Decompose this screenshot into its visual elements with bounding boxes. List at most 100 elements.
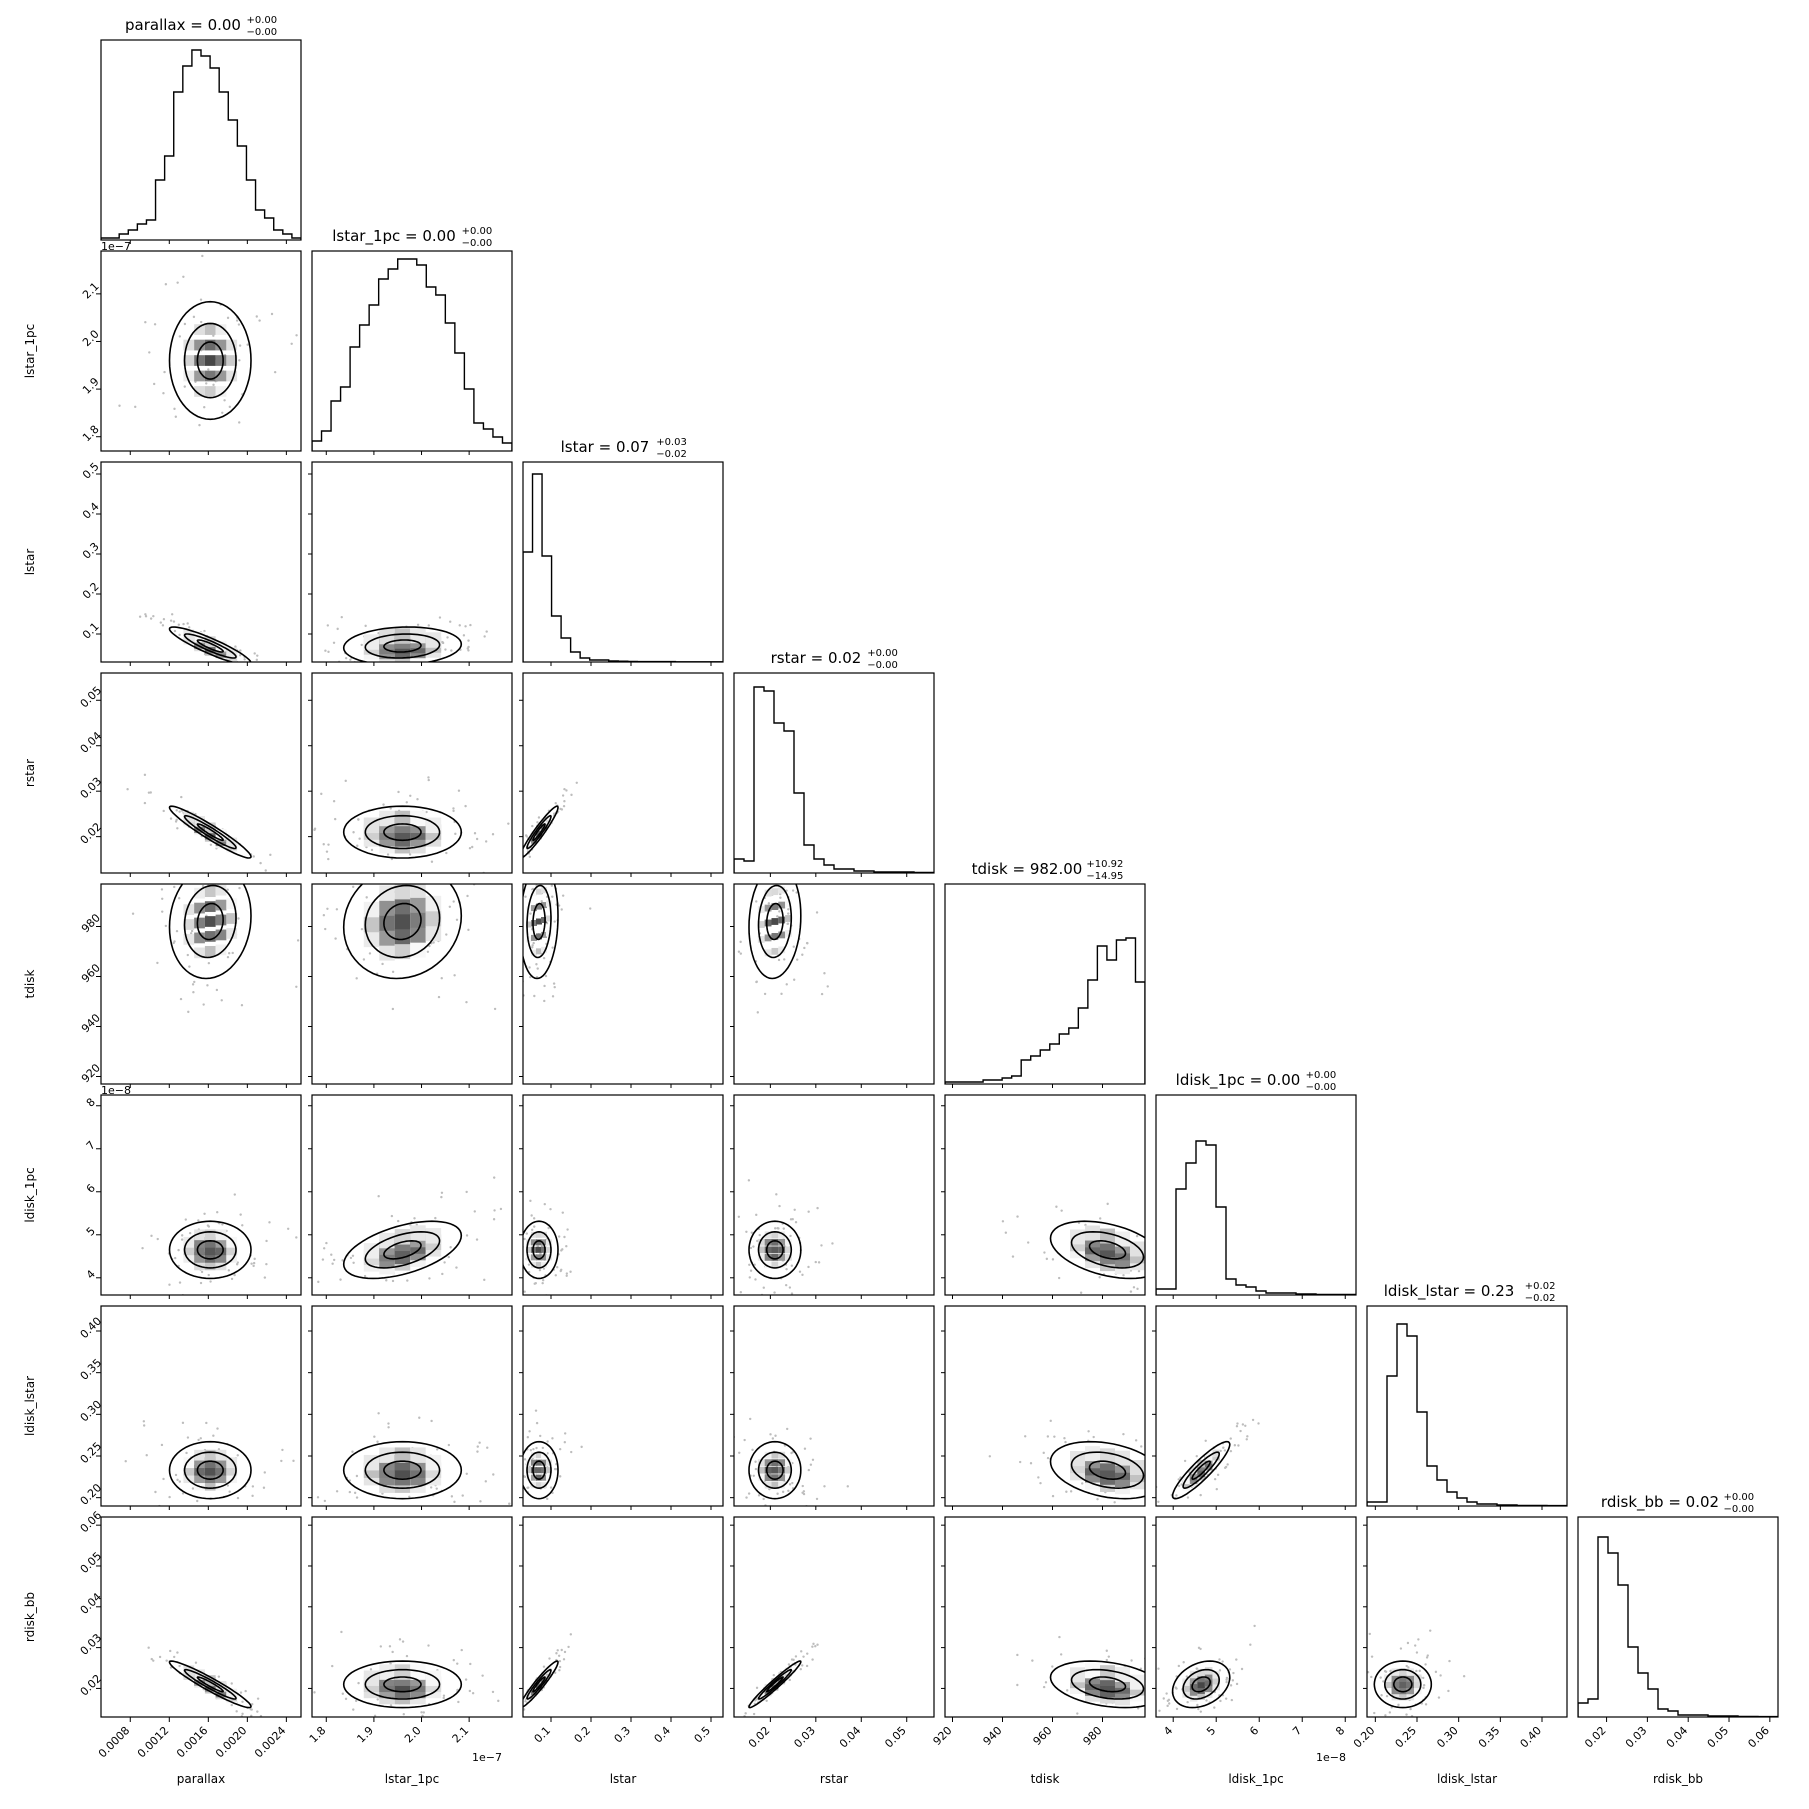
sample-point <box>1132 1286 1136 1289</box>
sample-point <box>814 1645 817 1648</box>
sample-point <box>532 1513 534 1515</box>
density-cell <box>204 1457 216 1469</box>
sample-point <box>446 1512 448 1514</box>
sample-point <box>377 631 380 635</box>
density-cell <box>546 1239 552 1246</box>
sample-point <box>1076 1712 1079 1715</box>
sample-point <box>784 1283 788 1287</box>
sample-point <box>268 676 270 678</box>
density-cell <box>215 944 227 956</box>
density-cell <box>194 339 205 351</box>
sample-point <box>560 908 563 911</box>
sample-point <box>427 624 430 627</box>
sample-point <box>792 945 795 948</box>
density-cell <box>757 1466 765 1474</box>
sample-point <box>452 809 455 813</box>
density-cell <box>778 1253 786 1261</box>
sample-point <box>1168 1271 1170 1273</box>
sample-point <box>380 878 382 880</box>
sample-point <box>524 895 527 898</box>
sample-point <box>542 1665 546 1668</box>
density-cell <box>1182 1678 1190 1686</box>
sample-point <box>1134 1717 1136 1719</box>
density-cell <box>204 1464 216 1476</box>
sample-point <box>354 1699 358 1703</box>
density-grid <box>1070 1446 1145 1495</box>
sample-point <box>513 1423 515 1425</box>
sample-point <box>1064 1440 1067 1444</box>
sample-point <box>263 1276 267 1279</box>
contours <box>748 884 802 980</box>
sample-point <box>457 789 461 792</box>
contours <box>342 1660 463 1709</box>
sample-point <box>1418 1669 1421 1673</box>
sample-point <box>1415 1651 1419 1654</box>
sample-point <box>1225 1676 1229 1680</box>
density-cell <box>1197 1459 1205 1468</box>
density-cell <box>531 1254 537 1261</box>
sample-point <box>798 1270 802 1273</box>
panel-rdisk_bb-vs-parallax: 0.0008 0.0012 0.0016 0.0020 0.0024parallax0.… <box>23 1509 302 1786</box>
density-cell <box>194 902 205 914</box>
density-cell <box>1115 1450 1130 1466</box>
contour-level-1 <box>196 639 224 653</box>
sample-point <box>186 1436 190 1439</box>
sample-point <box>436 1718 438 1720</box>
sample-point <box>1049 1419 1052 1423</box>
x-tick-label: 960 <box>1031 1724 1055 1748</box>
sample-point <box>762 1497 765 1501</box>
x-tick-label: 6 <box>1247 1724 1261 1738</box>
sample-point <box>1147 1458 1149 1460</box>
sample-point <box>268 1221 271 1224</box>
sample-point <box>1147 1305 1149 1307</box>
x-tick-label: 920 <box>931 1724 955 1748</box>
axes-frame <box>311 250 513 452</box>
density-grid <box>183 1449 238 1491</box>
sample-point <box>147 791 151 794</box>
density-cell <box>531 920 537 926</box>
sample-point <box>175 818 178 822</box>
contour-level-1 <box>383 1239 422 1260</box>
sample-point <box>377 663 379 665</box>
sample-point <box>383 1296 385 1298</box>
sample-point <box>1249 1643 1252 1646</box>
sample-point <box>175 929 179 933</box>
density-cell <box>215 1449 227 1461</box>
sample-point <box>541 1281 544 1285</box>
sample-point <box>517 860 519 862</box>
sample-point <box>1175 1481 1177 1483</box>
sample-point <box>1198 1281 1200 1283</box>
sample-point <box>475 1238 479 1241</box>
sample-point <box>281 1448 284 1452</box>
sample-point <box>295 334 298 337</box>
sample-point <box>752 1474 755 1477</box>
density-grid <box>757 1231 792 1269</box>
density-cell <box>183 1457 195 1469</box>
axes-frame <box>100 883 302 1085</box>
y-tick-label: 0.2 <box>80 580 102 602</box>
sample-point <box>1422 1676 1425 1680</box>
sample-point <box>1237 1444 1240 1447</box>
sample-point <box>1147 1291 1149 1293</box>
sample-point <box>180 860 182 862</box>
sample-point <box>255 658 259 662</box>
sample-point <box>1150 1213 1152 1215</box>
sample-point <box>807 1265 810 1269</box>
density-cell <box>778 946 786 954</box>
y-axis-label-lstar: lstar <box>23 549 37 576</box>
density-cell <box>215 899 227 911</box>
density-cell <box>410 897 426 913</box>
x-tick-label: 0.0008 <box>96 1724 132 1760</box>
contours <box>1049 1660 1145 1709</box>
density-cell <box>194 386 205 397</box>
density-cell <box>526 1467 532 1474</box>
sample-point <box>516 978 518 980</box>
sample-point <box>771 1437 775 1440</box>
axes-frame <box>944 1094 1146 1296</box>
sample-point <box>239 649 242 652</box>
panel-ldisk_lstar-vs-rstar <box>730 1305 935 1510</box>
sample-point <box>538 1268 542 1272</box>
